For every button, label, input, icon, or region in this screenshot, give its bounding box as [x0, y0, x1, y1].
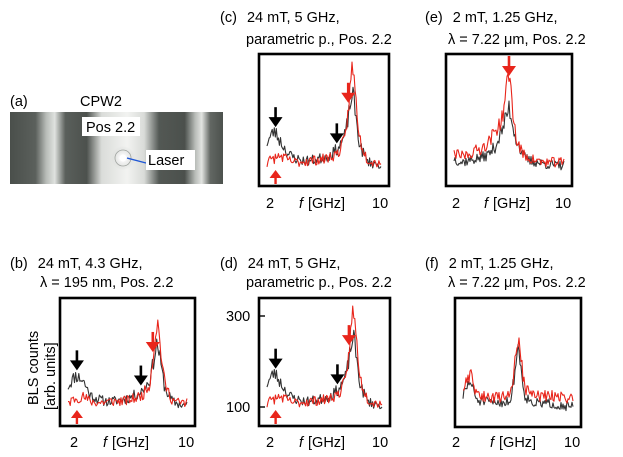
- panel-d-arrow-2: [341, 325, 356, 346]
- panel-c-xlabel: f [GHz]: [299, 196, 345, 212]
- panel-d-ytick-label-100: 100: [226, 400, 250, 416]
- panel-d-title-1: 24 mT, 5 GHz,: [248, 256, 341, 272]
- panel-b-plot: [67, 319, 188, 424]
- panel-d-xlabel-unit: [GHz]: [308, 435, 345, 451]
- panel-b-series-0: [67, 338, 188, 409]
- panel-e-title-line2: λ = 7.22 μm, Pos. 2.2: [448, 32, 586, 48]
- panel-c-title-1: 24 mT, 5 GHz,: [247, 10, 340, 26]
- panel-c-arrow-1: [329, 123, 344, 144]
- panel-e-title-1: 2 mT, 1.25 GHz,: [453, 10, 558, 26]
- panel-d-arrow-1: [330, 364, 345, 385]
- panel-d-title-line1: (d) 24 mT, 5 GHz,: [220, 256, 340, 272]
- panel-f-plot: [462, 337, 574, 412]
- panel-e-xlabel-var: f: [484, 196, 490, 212]
- panel-f-series-1: [462, 337, 574, 404]
- position-label: Pos 2.2: [86, 120, 135, 136]
- panel-b-arrow-3: [70, 410, 83, 424]
- panel-e-xtick-min: 2: [452, 196, 460, 212]
- panel-f-xlabel-var: f: [490, 435, 496, 451]
- y-axis-label-line2: [arb. units]: [43, 342, 59, 410]
- panel-f-xlabel: f [GHz]: [490, 435, 536, 451]
- panel-b-title-line1: (b) 24 mT, 4.3 GHz,: [10, 256, 143, 272]
- panel-c-frame: [257, 52, 391, 188]
- panel-b-series-1: [68, 319, 188, 408]
- panel-b-arrow-0: [69, 350, 84, 371]
- panel-b-title-1: 24 mT, 4.3 GHz,: [38, 256, 143, 272]
- panel-f-xtick-max: 10: [564, 435, 580, 451]
- panel-c-label: (c): [220, 10, 237, 26]
- panel-e-xlabel: f [GHz]: [484, 196, 530, 212]
- panel-e-xtick-max: 10: [555, 196, 571, 212]
- panel-d-label: (d): [220, 256, 238, 272]
- panel-d-xtick-max: 10: [372, 435, 388, 451]
- panel-f-xlabel-unit: [GHz]: [499, 435, 536, 451]
- panel-f-frame: [453, 296, 583, 429]
- panel-c-arrow-0: [268, 107, 283, 128]
- panel-d-arrow-0: [268, 348, 283, 369]
- panel-c: (c) 24 mT, 5 GHz, parametric p., Pos. 2.…: [220, 10, 392, 212]
- panel-d-xlabel: f [GHz]: [299, 435, 345, 451]
- laser-center: [119, 154, 127, 162]
- panel-e-series-1: [453, 73, 565, 168]
- panel-b-xlabel: f [GHz]: [103, 435, 149, 451]
- panel-e: (e) 2 mT, 1.25 GHz, λ = 7.22 μm, Pos. 2.…: [425, 10, 586, 212]
- panel-a-label: (a): [10, 94, 28, 110]
- panel-b-xlabel-var: f: [103, 435, 109, 451]
- laser-pointer-line: [126, 157, 147, 164]
- panel-d-arrow-3: [269, 410, 282, 424]
- panel-b-xlabel-unit: [GHz]: [112, 435, 149, 451]
- panel-d-plot: [266, 305, 383, 424]
- panel-d-frame: [257, 296, 392, 428]
- panel-b-arrow-1: [133, 365, 148, 386]
- panel-c-xlabel-var: f: [299, 196, 305, 212]
- laser-label: Laser: [148, 153, 184, 169]
- panel-c-plot: [266, 61, 382, 184]
- panel-c-xtick-min: 2: [266, 196, 274, 212]
- panel-d-xtick-min: 2: [266, 435, 274, 451]
- panel-f-xtick-min: 2: [452, 435, 460, 451]
- panel-c-xlabel-unit: [GHz]: [308, 196, 345, 212]
- panel-b-label: (b): [10, 256, 28, 272]
- panel-d: (d) 24 mT, 5 GHz, parametric p., Pos. 2.…: [220, 256, 392, 451]
- panel-d-xlabel-var: f: [299, 435, 305, 451]
- panel-c-title-line2: parametric p., Pos. 2.2: [246, 32, 392, 48]
- panel-e-arrow-0: [502, 56, 516, 76]
- panel-b-frame: [58, 296, 197, 428]
- panel-b: (b) 24 mT, 4.3 GHz, λ = 195 nm, Pos. 2.2…: [10, 256, 197, 451]
- panel-f-title-line2: λ = 7.22 μm, Pos. 2.2: [448, 275, 586, 291]
- panel-b-xtick-min: 2: [70, 435, 78, 451]
- panel-f-label: (f): [425, 256, 439, 272]
- panel-f-title-1: 2 mT, 1.25 GHz,: [449, 256, 554, 272]
- panel-f: (f) 2 mT, 1.25 GHz, λ = 7.22 μm, Pos. 2.…: [425, 256, 586, 451]
- panel-e-plot: [453, 56, 565, 171]
- panel-d-title-line2: parametric p., Pos. 2.2: [246, 275, 392, 291]
- laser-ring: [114, 149, 132, 167]
- panel-a-title: CPW2: [80, 94, 122, 110]
- panel-c-arrow-2: [341, 82, 356, 103]
- panel-b-xtick-max: 10: [178, 435, 194, 451]
- laser-label-box: [146, 150, 195, 170]
- y-axis-label-line1: BLS counts: [26, 331, 42, 405]
- panel-c-title-line1: (c) 24 mT, 5 GHz,: [220, 10, 340, 26]
- panel-e-label: (e): [425, 10, 443, 26]
- panel-d-series-1: [266, 305, 383, 408]
- panel-f-title-line1: (f) 2 mT, 1.25 GHz,: [425, 256, 553, 272]
- panel-c-arrow-3: [269, 170, 282, 184]
- panel-e-xlabel-unit: [GHz]: [493, 196, 530, 212]
- panel-c-xtick-max: 10: [372, 196, 388, 212]
- panel-a: (a) CPW2: [10, 94, 223, 184]
- panel-d-ytick-label-300: 300: [226, 309, 250, 325]
- panel-b-arrow-2: [145, 331, 160, 352]
- panel-e-title-line1: (e) 2 mT, 1.25 GHz,: [425, 10, 558, 26]
- panel-b-title-line2: λ = 195 nm, Pos. 2.2: [40, 275, 173, 291]
- position-label-box: [82, 117, 140, 136]
- panel-c-series-1: [266, 61, 382, 168]
